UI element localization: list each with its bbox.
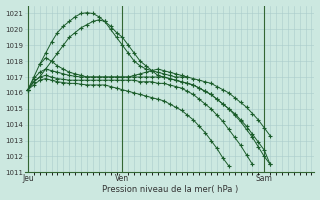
X-axis label: Pression niveau de la mer( hPa ): Pression niveau de la mer( hPa ) [101,185,238,194]
